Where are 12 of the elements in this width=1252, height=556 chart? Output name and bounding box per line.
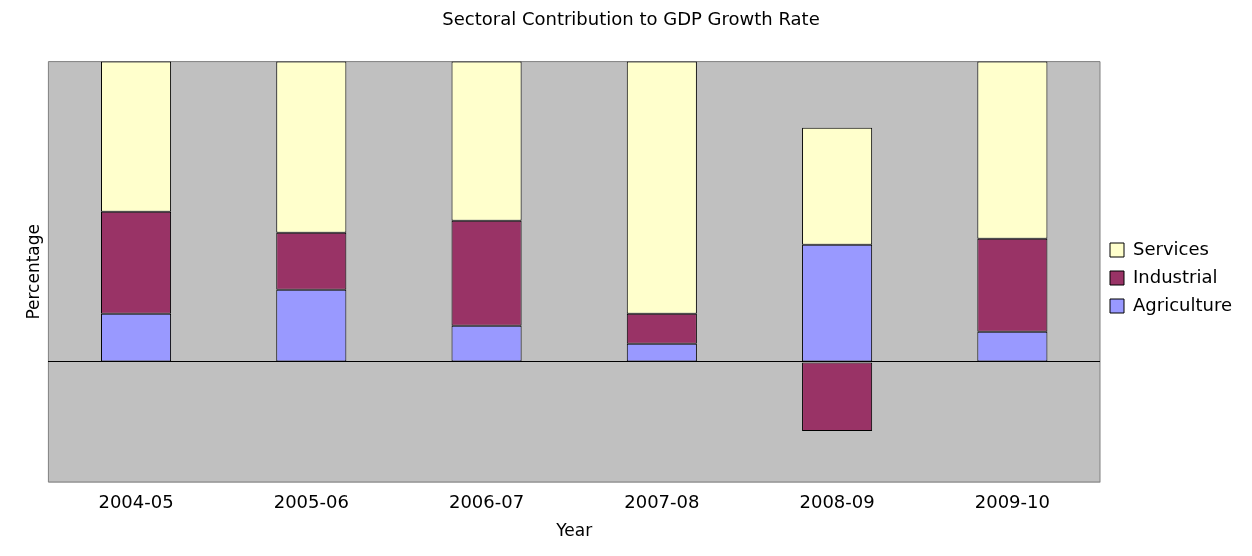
x-tick-label: 2006-07 bbox=[448, 491, 525, 513]
legend-label: Industrial bbox=[1133, 265, 1218, 287]
x-tick-label: 2009-10 bbox=[974, 491, 1050, 513]
x-tick-label: 2005-06 bbox=[273, 491, 349, 513]
x-tick-label: 2007-08 bbox=[624, 491, 700, 513]
x-axis-title: Year bbox=[555, 520, 593, 541]
x-tick-label: 2008-09 bbox=[799, 491, 875, 513]
chart-title: Sectoral Contribution to GDP Growth Rate bbox=[442, 8, 820, 30]
legend-label: Services bbox=[1133, 237, 1209, 259]
x-tick-label: 2004-05 bbox=[98, 491, 174, 513]
legend-label: Agriculture bbox=[1133, 293, 1233, 315]
y-axis-title: Percentage bbox=[22, 223, 43, 320]
